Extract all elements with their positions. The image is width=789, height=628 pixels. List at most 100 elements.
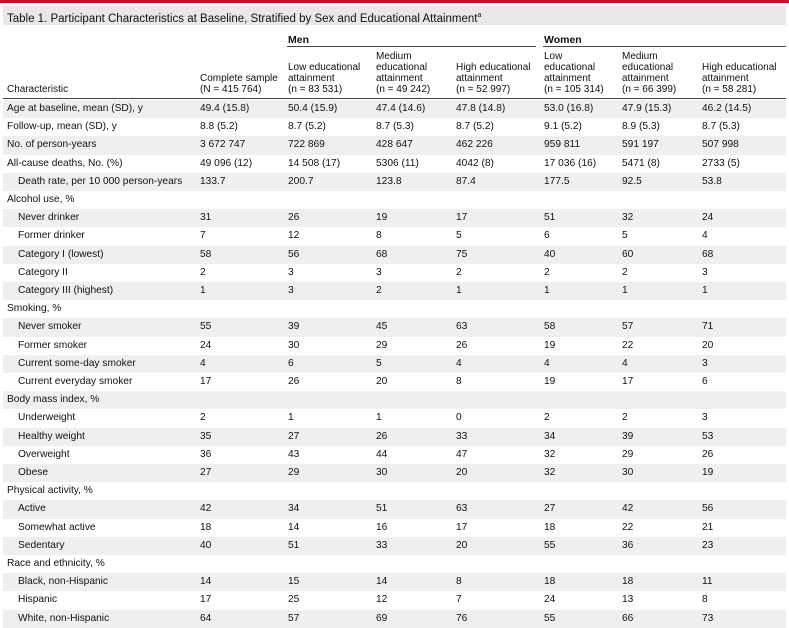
table-cell: 60 <box>622 248 634 260</box>
table-cell: 42 <box>622 503 634 515</box>
table-cell: 17 <box>622 376 634 387</box>
table-cell: 2 <box>200 266 206 278</box>
table-cell: 17 036 (16) <box>544 157 597 169</box>
table-cell: 2 <box>544 266 550 278</box>
table-cell: 7 <box>456 594 462 606</box>
table-row: Former smoker 24 30 29 26 19 22 20 <box>3 337 786 355</box>
row-label: Black, non-Hispanic <box>18 576 109 588</box>
table-cell: 5 <box>622 230 628 242</box>
table-row: Alcohol use, % <box>3 191 786 209</box>
table-cell: 25 <box>288 594 300 606</box>
table-cell: 30 <box>622 467 634 478</box>
table-cell: 36 <box>200 448 212 460</box>
row-label: Overweight <box>18 448 70 460</box>
column-header-line: (n = 58 281) <box>702 84 757 95</box>
column-header-line: Medium <box>376 51 412 62</box>
table-cell: 63 <box>456 321 468 333</box>
table-cell: 12 <box>288 230 300 242</box>
table-cell: 55 <box>200 321 212 333</box>
table-cell: 6 <box>702 376 708 387</box>
table-row: Active 42 34 51 63 27 42 56 <box>3 500 786 519</box>
row-label: Race and ethnicity, % <box>7 558 105 569</box>
table-cell: 29 <box>622 448 634 460</box>
row-label: Underweight <box>18 412 76 424</box>
table-cell: 49 096 (12) <box>200 157 253 169</box>
table-cell: 33 <box>456 430 468 442</box>
table-cell: 39 <box>622 430 634 442</box>
table-row: Hispanic 17 25 12 7 24 13 8 <box>3 591 786 609</box>
table-cell: 57 <box>622 321 634 333</box>
table-cell: 24 <box>200 339 212 351</box>
table-cell: 24 <box>544 594 556 606</box>
table-cell: 20 <box>456 539 468 551</box>
table-row: Category III (highest) 1 3 2 1 1 1 1 <box>3 282 786 301</box>
table-cell: 8 <box>376 230 382 242</box>
table-cell: 26 <box>456 339 468 351</box>
table-cell: 7 <box>200 230 206 242</box>
column-header-line: Low educational <box>288 62 361 73</box>
table-cell: 6 <box>544 230 550 242</box>
table-cell: 27 <box>200 467 212 478</box>
table-cell: 462 226 <box>456 139 493 151</box>
column-header-line: attainment <box>288 73 335 84</box>
column-header-line: (n = 105 314) <box>544 84 604 95</box>
table-cell: 123.8 <box>376 175 402 187</box>
table-cell: 51 <box>376 503 388 515</box>
table-row: Obese 27 29 30 20 32 30 19 <box>3 464 786 483</box>
table-cell: 1 <box>288 412 294 424</box>
table-cell: 3 <box>288 285 294 296</box>
column-header-line: attainment <box>702 73 749 84</box>
table-cell: 2 <box>544 412 550 424</box>
table-cell: 43 <box>288 448 300 460</box>
table-cell: 34 <box>288 503 300 515</box>
table-row: Physical activity, % <box>3 482 786 500</box>
table-cell: 56 <box>288 248 300 260</box>
table-row: Death rate, per 10 000 person-years 133.7… <box>3 172 786 191</box>
table-cell: 56 <box>702 503 714 515</box>
table-cell: 3 <box>702 266 708 278</box>
table-cell: 55 <box>544 612 556 624</box>
table-cell: 8.7 (5.2) <box>456 121 494 133</box>
column-header-line: attainment <box>376 73 423 84</box>
table-cell: 68 <box>702 248 714 260</box>
table-cell: 30 <box>288 339 300 351</box>
table-cell: 2 <box>622 266 628 278</box>
table-cell: 200.7 <box>288 175 314 187</box>
group-header-women: Women <box>544 34 582 46</box>
table-cell: 46.2 (14.5) <box>702 103 752 114</box>
table-cell: 177.5 <box>544 175 570 187</box>
row-label: Body mass index, % <box>7 394 100 406</box>
table-cell: 16 <box>376 521 388 533</box>
table-row: Body mass index, % <box>3 391 786 410</box>
table-row: Category I (lowest) 58 56 68 75 40 60 68 <box>3 245 786 264</box>
table-cell: 6 <box>288 357 294 369</box>
column-header-line: Complete sample <box>200 73 278 84</box>
row-label: Current everyday smoker <box>18 376 133 387</box>
row-label: Active <box>18 503 46 515</box>
table-cell: 32 <box>544 467 556 478</box>
table-row: Underweight 2 1 1 0 2 2 3 <box>3 409 786 427</box>
table-cell: 26 <box>288 376 300 387</box>
table-cell: 2733 (5) <box>702 157 740 169</box>
table-cell: 51 <box>544 212 556 224</box>
table-cell: 18 <box>544 521 556 533</box>
table-cell: 959 811 <box>544 139 581 151</box>
table-cell: 66 <box>622 612 634 624</box>
table-cell: 722 869 <box>288 139 325 151</box>
table-cell: 8.7 (5.3) <box>702 121 740 133</box>
table-cell: 73 <box>702 612 714 624</box>
table-row: Overweight 36 43 44 47 32 29 26 <box>3 446 786 464</box>
table-row: Healthy weight 35 27 26 33 34 39 53 <box>3 427 786 446</box>
table-cell: 51 <box>288 539 300 551</box>
table-cell: 19 <box>376 212 388 224</box>
table-cell: 18 <box>622 576 634 588</box>
table-row: All-cause deaths, No. (%) 49 096 (12) 14 5… <box>3 155 786 173</box>
column-header-line: (n = 66 399) <box>622 84 677 95</box>
row-label: Death rate, per 10 000 person-years <box>18 175 183 187</box>
row-label: Follow-up, mean (SD), y <box>7 121 117 133</box>
table-row: Smoking, % <box>3 300 786 318</box>
table-cell: 4 <box>456 357 462 369</box>
row-label: Obese <box>18 467 49 478</box>
row-label: Hispanic <box>18 594 58 606</box>
row-label: Former drinker <box>18 230 85 242</box>
